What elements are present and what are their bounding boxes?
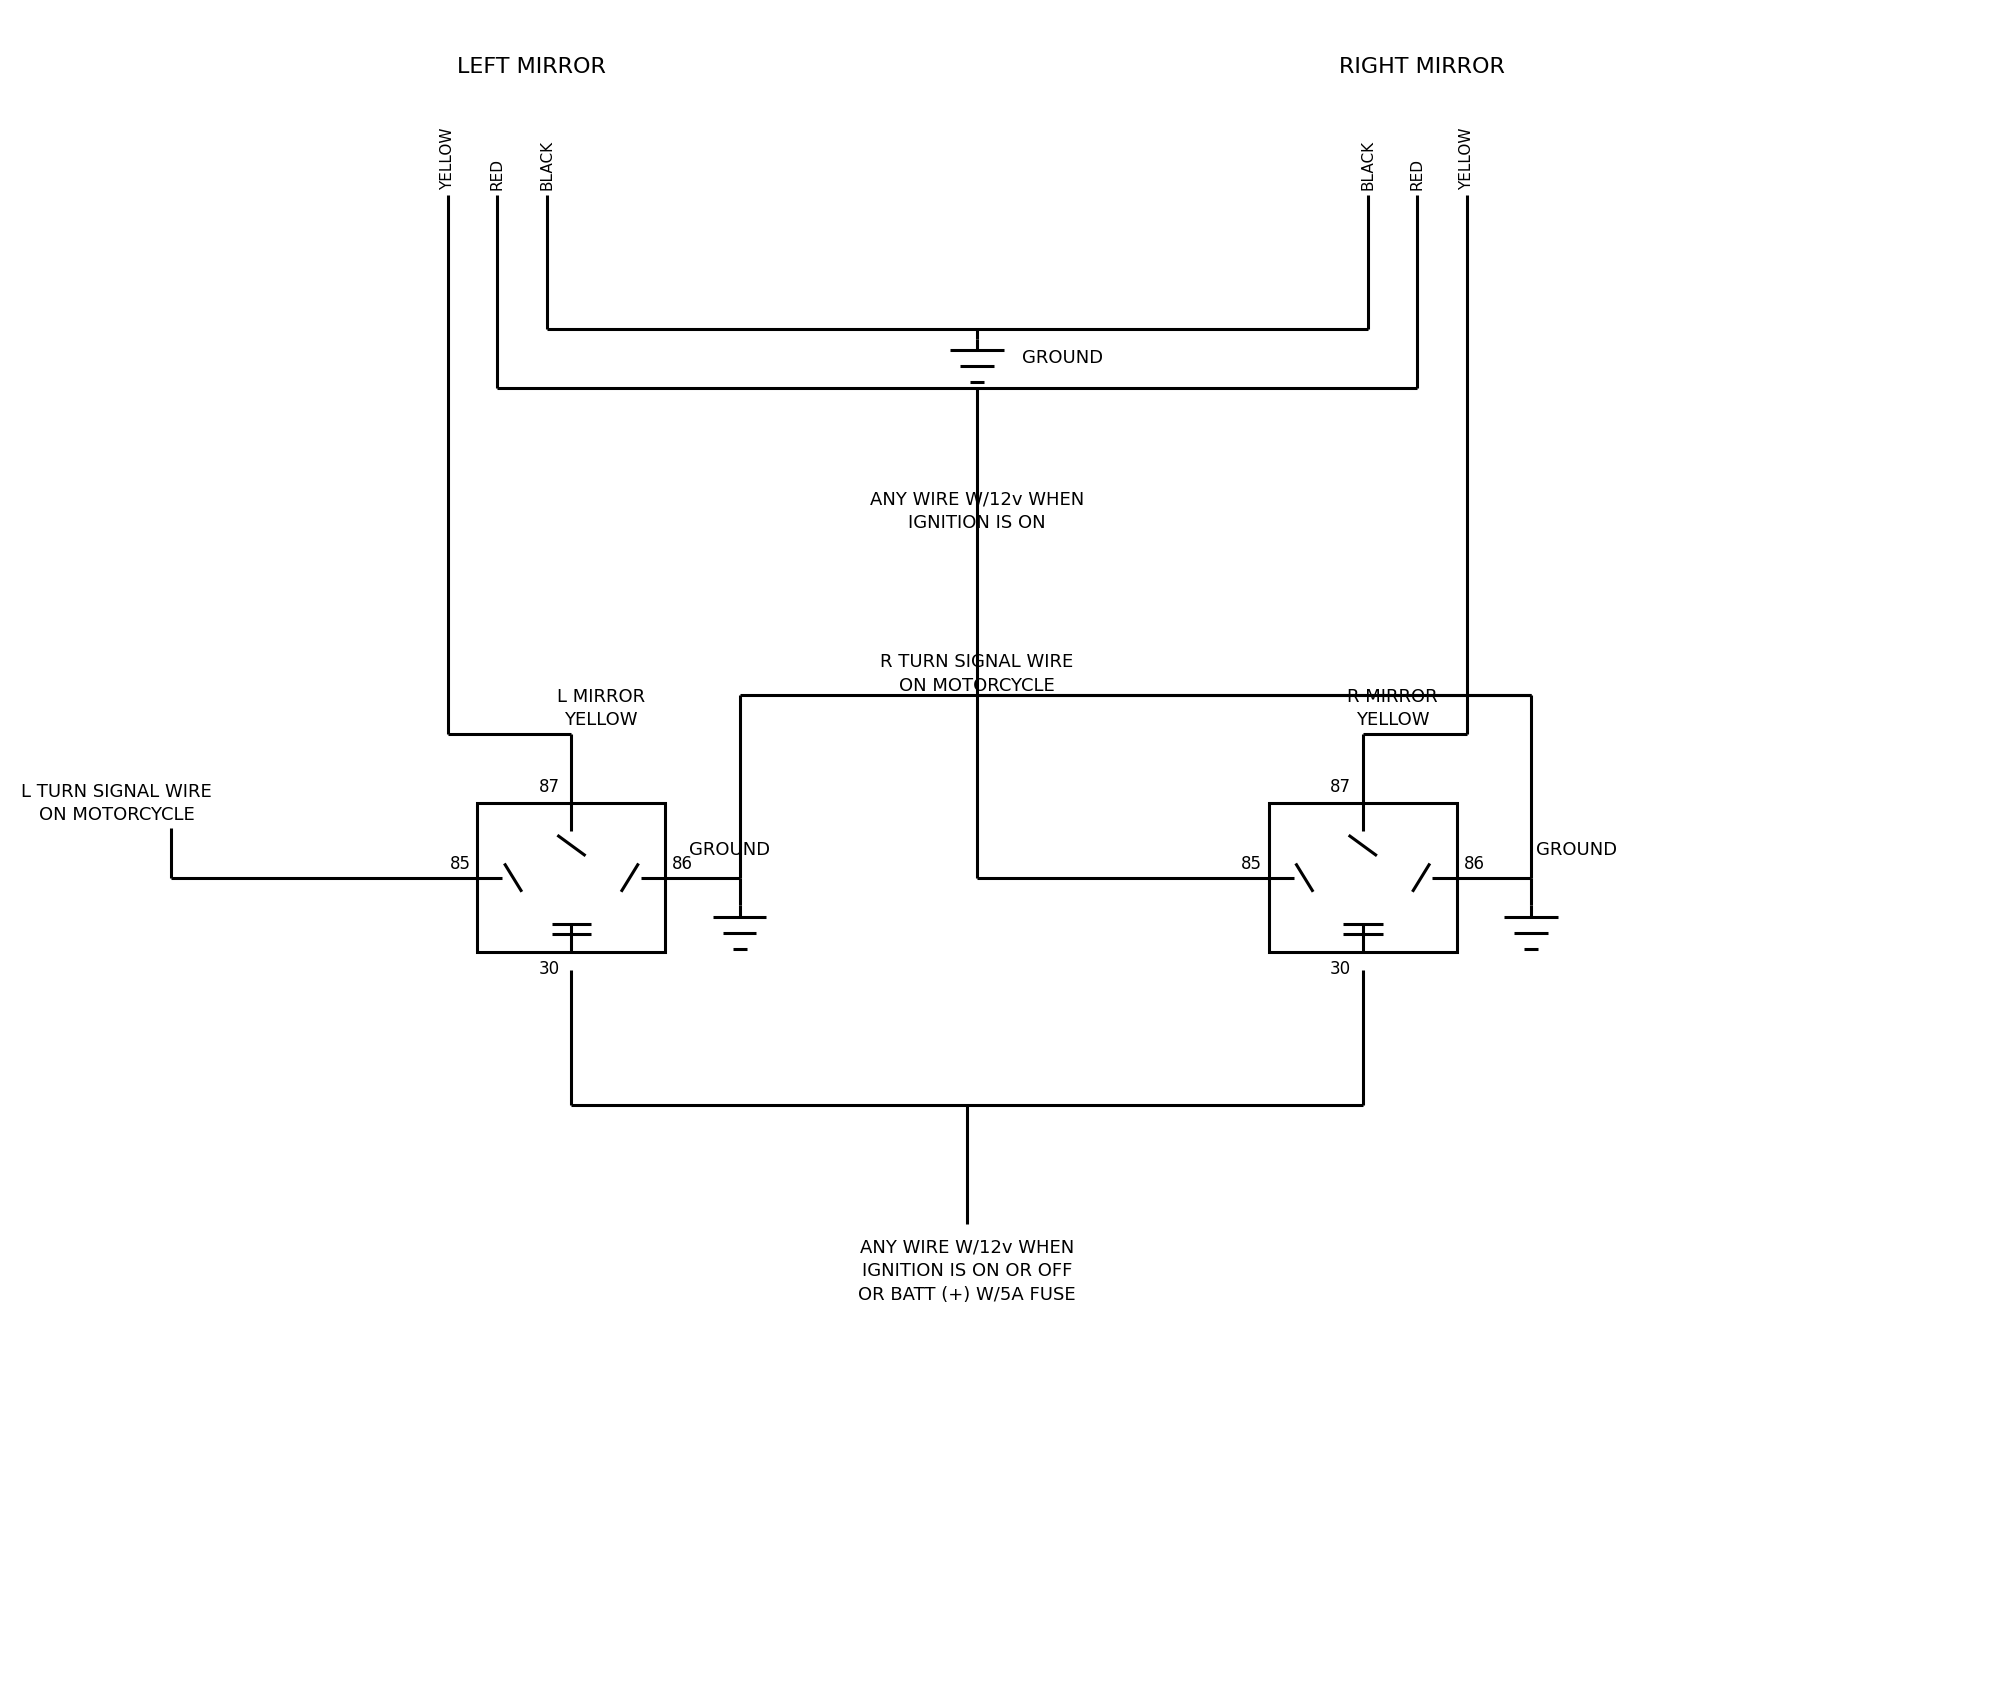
Text: GROUND: GROUND [690,841,770,859]
Text: 87: 87 [1330,778,1350,795]
Text: 87: 87 [538,778,560,795]
Text: R MIRROR
YELLOW: R MIRROR YELLOW [1348,687,1438,729]
Bar [1268,803,1456,952]
Text: RED: RED [490,159,504,191]
Text: 86: 86 [672,854,694,873]
Text: GROUND: GROUND [1536,841,1618,859]
Text: BLACK: BLACK [1360,140,1376,191]
Text: L TURN SIGNAL WIRE
ON MOTORCYCLE: L TURN SIGNAL WIRE ON MOTORCYCLE [22,783,212,824]
Text: 85: 85 [450,854,470,873]
Text: 86: 86 [1464,854,1484,873]
Text: LEFT MIRROR: LEFT MIRROR [458,56,606,76]
Text: RIGHT MIRROR: RIGHT MIRROR [1340,56,1506,76]
Text: ANY WIRE W/12v WHEN
IGNITION IS ON OR OFF
OR BATT (+) W/5A FUSE: ANY WIRE W/12v WHEN IGNITION IS ON OR OF… [858,1239,1076,1303]
Text: 30: 30 [1330,960,1350,977]
Text: GROUND: GROUND [1022,349,1102,368]
Text: R TURN SIGNAL WIRE
ON MOTORCYCLE: R TURN SIGNAL WIRE ON MOTORCYCLE [880,653,1074,695]
Text: ANY WIRE W/12v WHEN
IGNITION IS ON: ANY WIRE W/12v WHEN IGNITION IS ON [870,491,1084,532]
Text: 30: 30 [538,960,560,977]
Text: RED: RED [1410,159,1424,191]
Text: YELLOW: YELLOW [1460,128,1474,191]
Bar [478,803,666,952]
Text: BLACK: BLACK [540,140,554,191]
Text: L MIRROR
YELLOW: L MIRROR YELLOW [558,687,646,729]
Text: YELLOW: YELLOW [440,128,456,191]
Text: 85: 85 [1240,854,1262,873]
